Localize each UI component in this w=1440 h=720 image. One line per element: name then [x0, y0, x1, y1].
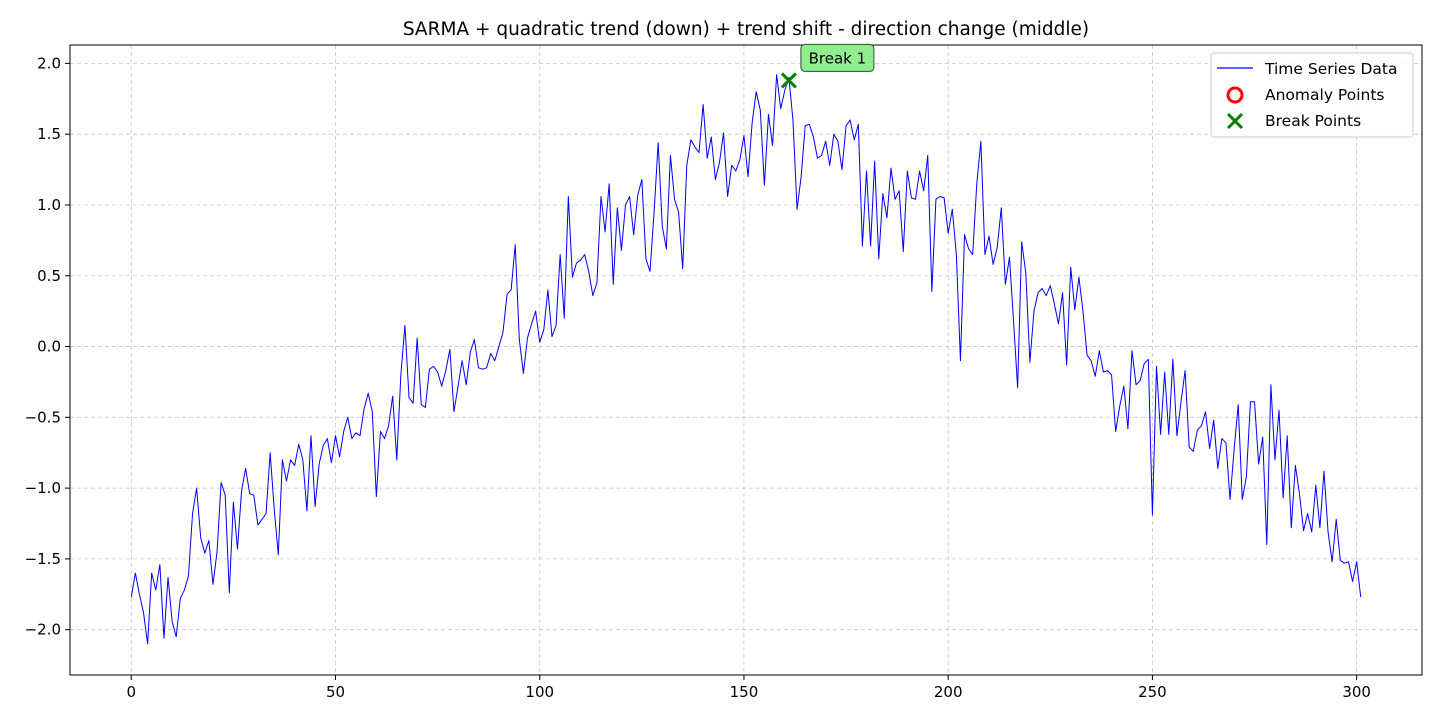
legend-label-anomaly: Anomaly Points [1265, 86, 1384, 104]
chart-title: SARMA + quadratic trend (down) + trend s… [403, 19, 1089, 40]
x-tick-label: 300 [1342, 683, 1371, 701]
y-tick-label: 1.5 [37, 125, 61, 143]
y-tick-label: 1.0 [37, 196, 61, 214]
legend-label-series: Time Series Data [1264, 60, 1397, 78]
break-label-box [800, 43, 875, 72]
y-tick-label: −1.0 [25, 479, 61, 497]
x-tick-label: 50 [326, 683, 345, 701]
series-line-0 [130, 74, 1362, 645]
annotation-layer: Break 1 [780, 43, 875, 89]
legend-break-x-icon [1226, 112, 1244, 130]
y-tick-label: 2.0 [37, 54, 61, 72]
y-tick-label: −2.0 [25, 621, 61, 639]
y-tick-label: 0.0 [37, 338, 61, 356]
x-tick-label: 200 [934, 683, 963, 701]
break-label: Break 1 [809, 49, 867, 67]
plot-frame [69, 44, 1423, 676]
legend: Time Series Data Anomaly Points Break Po… [1210, 52, 1414, 138]
y-tick-label: 0.5 [37, 267, 61, 285]
break-point-x [780, 72, 797, 89]
x-tick-label: 250 [1138, 683, 1167, 701]
series-layer [130, 74, 1362, 645]
y-tick-label: −1.5 [25, 550, 61, 568]
y-tick-label: −0.5 [25, 408, 61, 426]
grid-lines [70, 45, 1422, 675]
legend-frame [1210, 52, 1414, 138]
x-tick-label: 150 [730, 683, 759, 701]
legend-label-break: Break Points [1265, 112, 1361, 130]
legend-anomaly-circle-icon [1226, 86, 1244, 104]
x-tick-label: 100 [525, 683, 554, 701]
x-tick-label: 0 [126, 683, 136, 701]
axes-layer: 0 50 100 150 200 250 300 −2.0 −1.5 −1.0 −0.5 0.0 0.5… [25, 44, 1423, 701]
